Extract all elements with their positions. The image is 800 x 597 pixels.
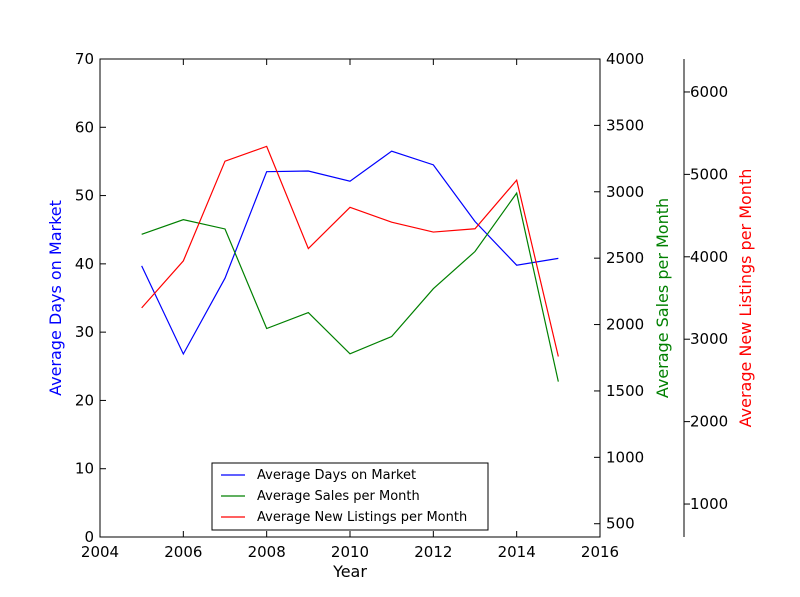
legend-label-listings: Average New Listings per Month bbox=[257, 510, 467, 525]
series-line-sales bbox=[141, 191, 559, 382]
y-tick-label-days: 30 bbox=[75, 323, 94, 341]
legend-box bbox=[211, 462, 489, 531]
y-tick-label-listings: 2000 bbox=[690, 413, 728, 431]
y-tick-label-days: 70 bbox=[75, 50, 94, 68]
x-tick-label: 2010 bbox=[331, 543, 369, 561]
y-tick-label-sales: 2500 bbox=[606, 249, 644, 267]
y-tick-label-sales: 3500 bbox=[606, 116, 644, 134]
y-axis-sales-label: Average Sales per Month bbox=[653, 198, 672, 398]
y-tick-label-listings: 3000 bbox=[690, 330, 728, 348]
y-tick-label-sales: 4000 bbox=[606, 50, 644, 68]
y-tick-label-listings: 5000 bbox=[690, 165, 728, 183]
y-tick-label-listings: 1000 bbox=[690, 495, 728, 513]
legend-entry-days: Average Days on Market bbox=[221, 468, 416, 483]
y-tick-label-sales: 1000 bbox=[606, 448, 644, 466]
legend-label-days: Average Days on Market bbox=[257, 468, 416, 483]
series-layer bbox=[141, 145, 559, 382]
y-tick-label-listings: 6000 bbox=[690, 83, 728, 101]
y-axis-sales: 500 1000 1500 2000 2500 3000 3500 4000 bbox=[594, 50, 644, 533]
x-tick-label: 2008 bbox=[248, 543, 286, 561]
y-axis-days: 0 10 20 30 40 50 60 70 bbox=[75, 50, 106, 546]
series-line-days bbox=[141, 150, 559, 356]
y-tick-label-sales: 500 bbox=[606, 515, 635, 533]
y-tick-label-sales: 2000 bbox=[606, 316, 644, 334]
y-tick-label-listings: 4000 bbox=[690, 248, 728, 266]
y-tick-label-days: 50 bbox=[75, 187, 94, 205]
y-tick-label-days: 10 bbox=[75, 460, 94, 478]
y-tick-label-days: 20 bbox=[75, 391, 94, 409]
y-tick-label-sales: 1500 bbox=[606, 382, 644, 400]
x-tick-label: 2004 bbox=[81, 543, 119, 561]
y-axis-listings-label: Average New Listings per Month bbox=[736, 169, 755, 428]
y-tick-label-days: 40 bbox=[75, 255, 94, 273]
legend-label-sales: Average Sales per Month bbox=[257, 489, 420, 504]
x-axis: 2004 2006 2008 2010 2012 2014 2016 bbox=[81, 59, 619, 561]
y-tick-label-sales: 3000 bbox=[606, 183, 644, 201]
legend: Average Days on Market Average Sales per… bbox=[211, 462, 489, 531]
y-tick-label-days: 60 bbox=[75, 118, 94, 136]
x-tick-label: 2006 bbox=[164, 543, 202, 561]
x-tick-label: 2016 bbox=[581, 543, 619, 561]
y-axis-days-label: Average Days on Market bbox=[46, 200, 65, 396]
x-axis-label: Year bbox=[332, 562, 367, 581]
y-axis-listings: 1000 2000 3000 4000 5000 6000 bbox=[683, 59, 728, 537]
x-tick-label: 2012 bbox=[414, 543, 452, 561]
legend-entry-sales: Average Sales per Month bbox=[221, 489, 420, 504]
legend-entry-listings: Average New Listings per Month bbox=[221, 510, 467, 525]
series-line-listings bbox=[141, 145, 559, 357]
y-tick-label-days: 0 bbox=[84, 528, 94, 546]
x-tick-label: 2014 bbox=[498, 543, 536, 561]
